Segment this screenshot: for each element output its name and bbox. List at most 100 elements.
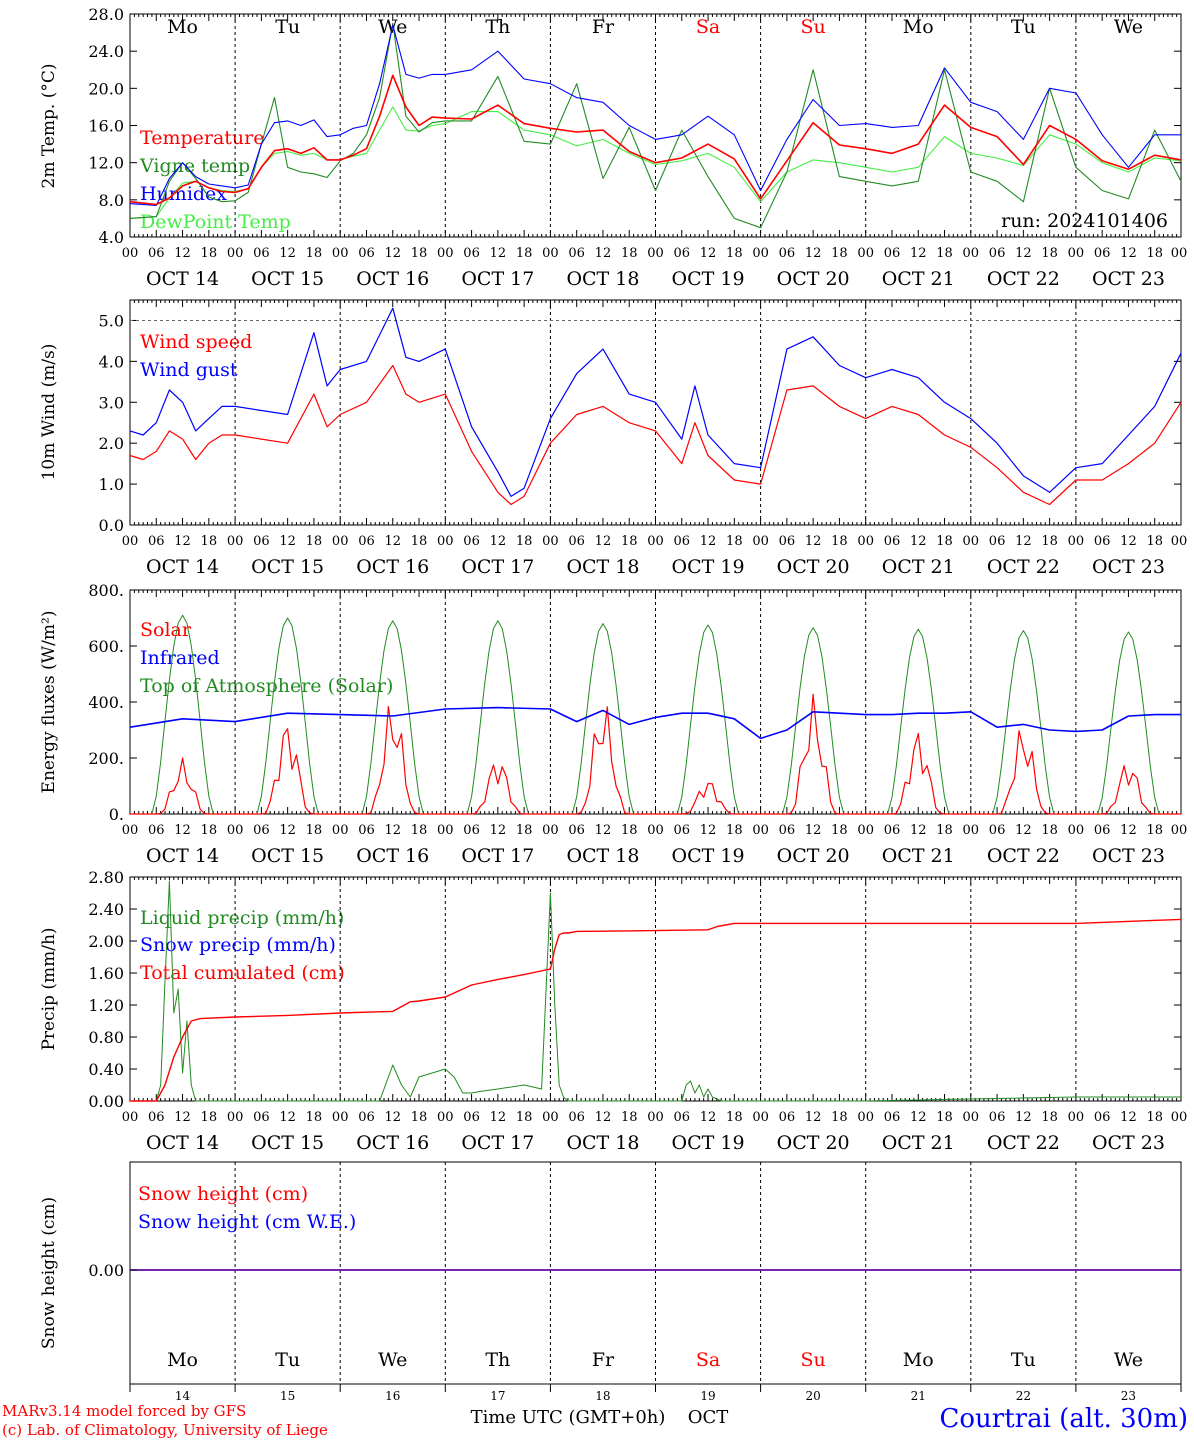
y-tick-label: 12.0 <box>88 154 124 173</box>
date-label: OCT 16 <box>356 845 429 867</box>
hour-tick-label: 00 <box>857 534 874 549</box>
hour-tick-label: 00 <box>647 246 664 261</box>
date-label: OCT 20 <box>777 268 850 290</box>
legend-solar: Solar <box>140 619 192 641</box>
hour-tick-label: 06 <box>358 534 375 549</box>
hour-tick-label: 06 <box>674 534 691 549</box>
hour-tick-label: 06 <box>989 534 1006 549</box>
y-tick-label: 200. <box>88 749 124 768</box>
date-label: OCT 22 <box>987 1132 1060 1154</box>
hour-tick-label: 00 <box>1171 246 1188 261</box>
hour-tick-label: 06 <box>568 823 585 838</box>
hour-tick-label: 00 <box>437 1110 454 1125</box>
hour-tick-label: 12 <box>1015 823 1032 838</box>
hour-tick-label: 00 <box>542 246 559 261</box>
day-number-label: 21 <box>911 1389 926 1403</box>
day-label: We <box>378 1349 407 1371</box>
hour-tick-label: 18 <box>726 1110 743 1125</box>
hour-tick-label: 12 <box>595 823 612 838</box>
run-label: run: 2024101406 <box>1001 210 1168 232</box>
series-solar <box>130 693 1181 815</box>
hour-tick-label: 00 <box>963 534 980 549</box>
date-label: OCT 15 <box>251 1132 324 1154</box>
hour-tick-label: 12 <box>490 534 507 549</box>
wind-ylabel: 10m Wind (m/s) <box>39 344 59 481</box>
hour-tick-label: 06 <box>148 1110 165 1125</box>
hour-tick-label: 12 <box>595 246 612 261</box>
hour-tick-label: 18 <box>936 534 953 549</box>
day-label: Sa <box>696 1349 720 1371</box>
hour-tick-label: 12 <box>805 1110 822 1125</box>
y-tick-label: 2.00 <box>88 932 124 951</box>
hour-tick-label: 12 <box>910 534 927 549</box>
hour-tick-label: 18 <box>831 534 848 549</box>
y-tick-label: 5.0 <box>99 311 124 330</box>
hour-tick-label: 12 <box>805 823 822 838</box>
legend-toa: Top of Atmosphere (Solar) <box>140 675 393 697</box>
hour-tick-label: 06 <box>253 246 270 261</box>
precip-ylabel: Precip (mm/h) <box>39 927 59 1050</box>
hour-tick-label: 06 <box>1094 1110 1111 1125</box>
hour-tick-label: 18 <box>1041 246 1058 261</box>
date-label: OCT 17 <box>461 1132 534 1154</box>
hour-tick-label: 12 <box>384 534 401 549</box>
date-label: OCT 23 <box>1092 1132 1165 1154</box>
hour-tick-label: 06 <box>463 246 480 261</box>
hour-tick-label: 06 <box>463 823 480 838</box>
hour-tick-label: 06 <box>779 246 796 261</box>
day-number-label: 18 <box>595 1389 610 1403</box>
hour-tick-label: 18 <box>306 823 323 838</box>
hour-tick-label: 18 <box>1146 246 1163 261</box>
hour-tick-label: 18 <box>936 1110 953 1125</box>
hour-tick-label: 18 <box>516 534 533 549</box>
hour-tick-label: 00 <box>437 823 454 838</box>
legend-wind-gust: Wind gust <box>140 359 238 381</box>
hour-tick-label: 18 <box>1041 534 1058 549</box>
hour-tick-label: 00 <box>752 823 769 838</box>
hour-tick-label: 00 <box>963 1110 980 1125</box>
y-tick-label: 16.0 <box>88 117 124 136</box>
hour-tick-label: 18 <box>726 823 743 838</box>
legend-temperature: Temperature <box>140 127 264 149</box>
hour-tick-label: 18 <box>201 246 218 261</box>
hour-tick-label: 06 <box>148 534 165 549</box>
hour-tick-label: 00 <box>1068 1110 1085 1125</box>
date-label: OCT 23 <box>1092 268 1165 290</box>
hour-tick-label: 00 <box>647 534 664 549</box>
hour-tick-label: 00 <box>542 823 559 838</box>
hour-tick-label: 18 <box>936 246 953 261</box>
hour-tick-label: 00 <box>1171 534 1188 549</box>
day-number-label: 16 <box>385 1389 400 1403</box>
legend-snow-height-we: Snow height (cm W.E.) <box>138 1211 356 1233</box>
hour-tick-label: 18 <box>621 823 638 838</box>
hour-tick-label: 18 <box>516 823 533 838</box>
hour-tick-label: 06 <box>358 1110 375 1125</box>
date-label: OCT 16 <box>356 556 429 578</box>
y-tick-label: 20.0 <box>88 79 124 98</box>
date-label: OCT 17 <box>461 268 534 290</box>
y-tick-label: 3.0 <box>99 393 124 412</box>
month-label: OCT <box>688 1407 729 1428</box>
day-number-label: 20 <box>806 1389 821 1403</box>
legend-infrared: Infrared <box>140 647 220 669</box>
hour-tick-label: 06 <box>1094 823 1111 838</box>
day-number-label: 17 <box>490 1389 505 1403</box>
hour-tick-label: 00 <box>647 1110 664 1125</box>
y-tick-label: 4.0 <box>99 228 124 247</box>
hour-tick-label: 12 <box>595 534 612 549</box>
station-label: Courtrai (alt. 30m) <box>940 1404 1189 1434</box>
snow-ylabel: Snow height (cm) <box>39 1197 59 1349</box>
hour-tick-label: 06 <box>989 1110 1006 1125</box>
date-label: OCT 17 <box>461 845 534 867</box>
y-tick-label: 1.0 <box>99 475 124 494</box>
y-tick-label: 2.0 <box>99 434 124 453</box>
hour-tick-label: 06 <box>779 1110 796 1125</box>
hour-tick-label: 00 <box>437 534 454 549</box>
hour-tick-label: 18 <box>1146 1110 1163 1125</box>
legend-snow-precip: Snow precip (mm/h) <box>140 934 336 956</box>
chart-marks: 00 06 12 18 OCT 14 00 06 12 18 OCT 15 00 06 12 18 OCT … <box>88 5 1187 1403</box>
hour-tick-label: 06 <box>674 1110 691 1125</box>
y-tick-label: 1.20 <box>88 996 124 1015</box>
hour-tick-label: 06 <box>253 534 270 549</box>
